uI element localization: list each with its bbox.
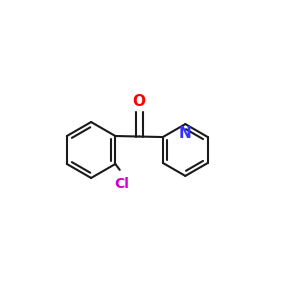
Text: O: O xyxy=(133,94,146,109)
Text: Cl: Cl xyxy=(114,177,129,191)
Text: N: N xyxy=(179,126,192,141)
